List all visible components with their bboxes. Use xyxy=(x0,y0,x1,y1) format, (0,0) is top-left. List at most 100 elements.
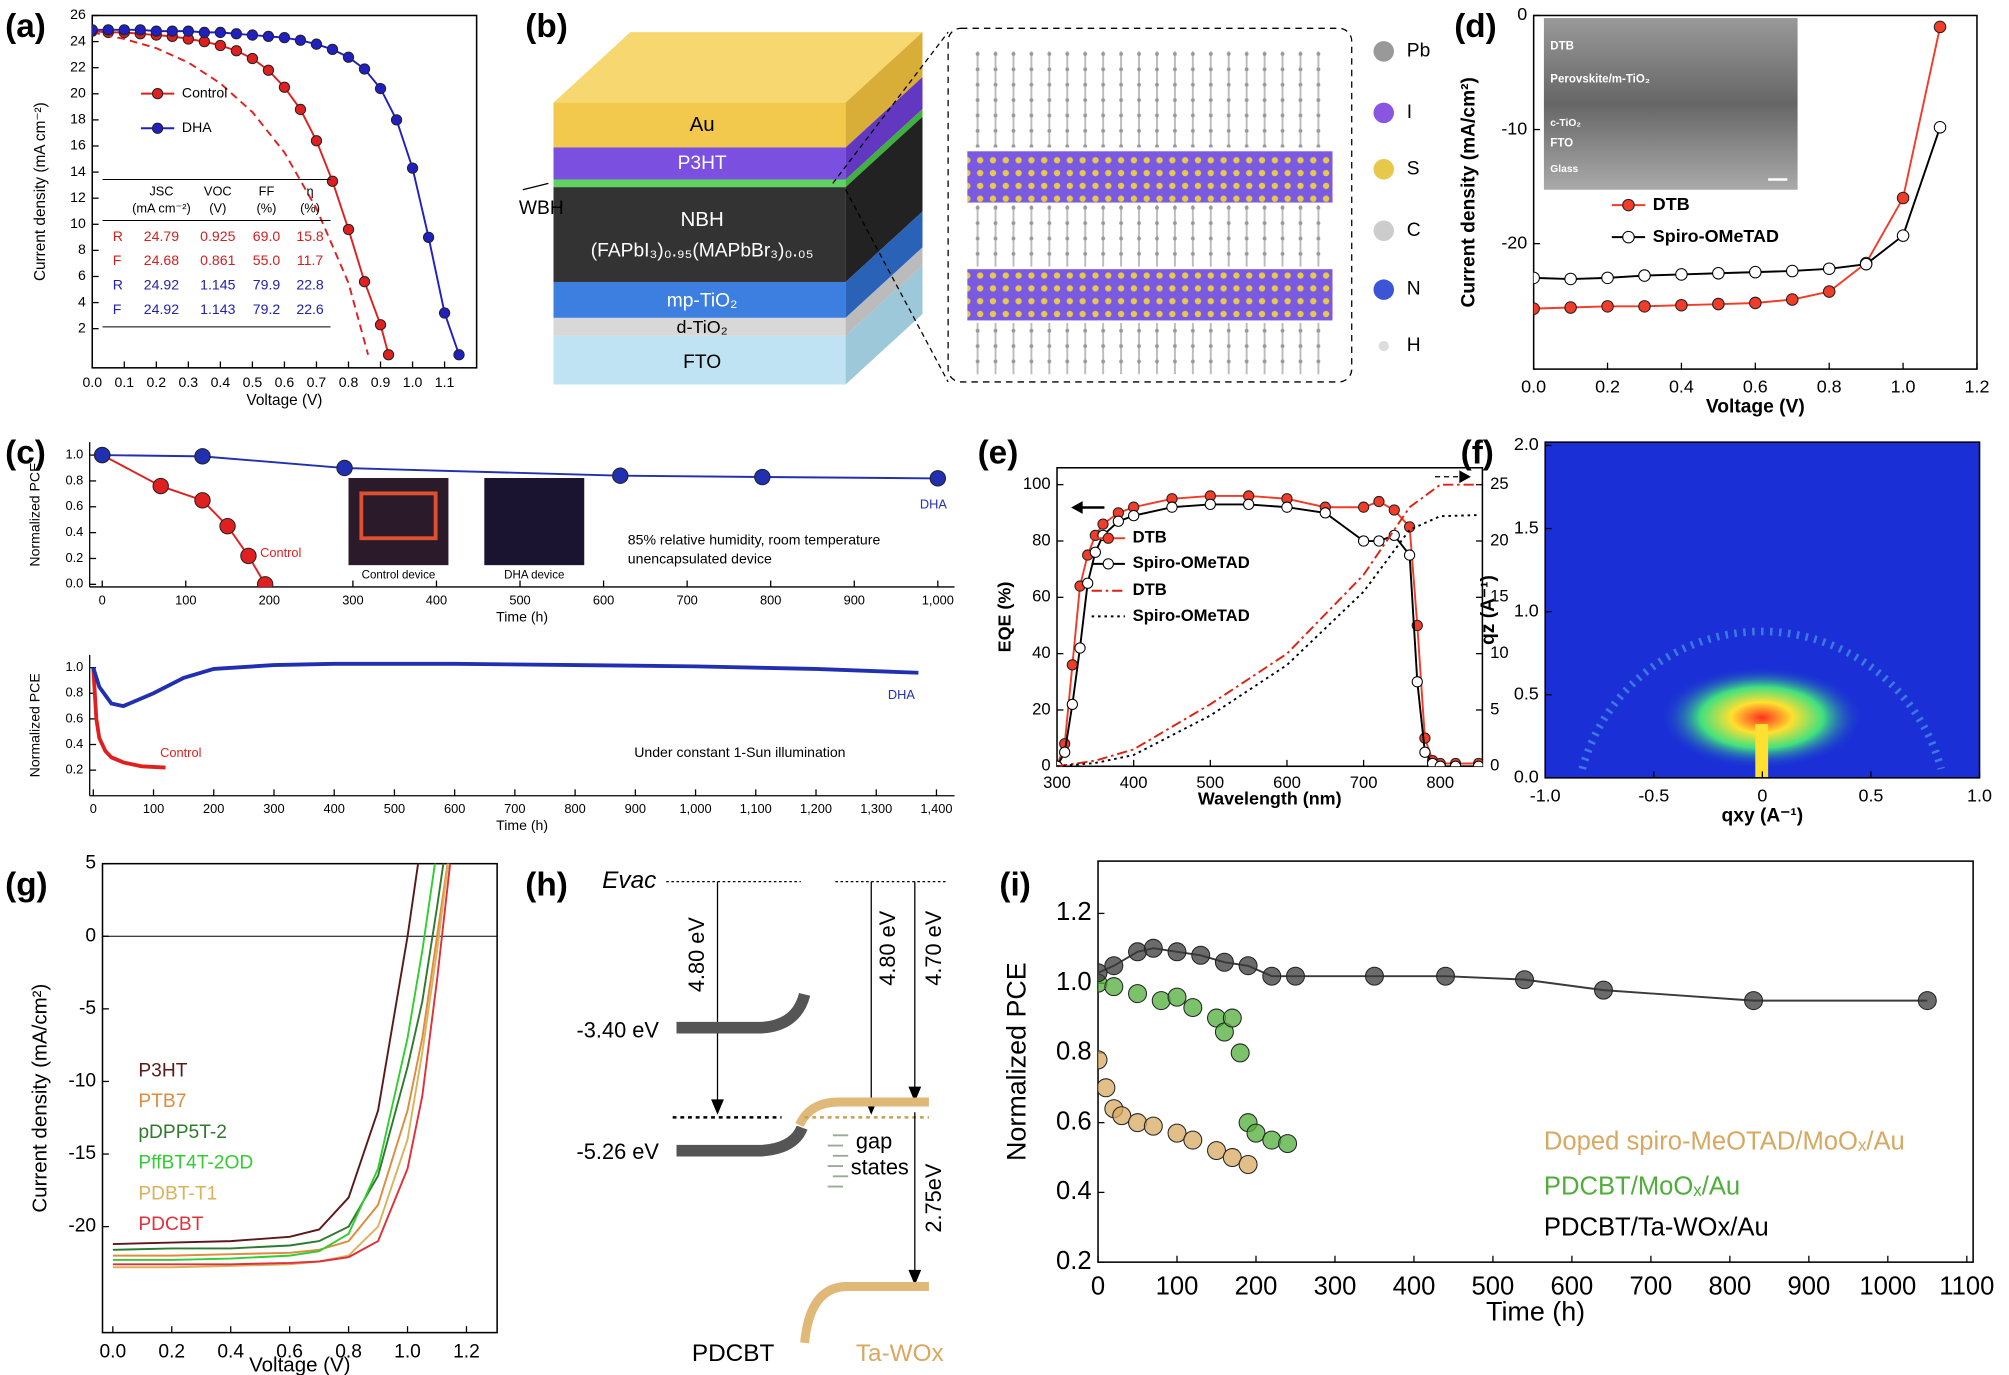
data-point xyxy=(1319,507,1331,519)
y-tick-label: 2 xyxy=(78,319,86,335)
chart: (g) 0.0 0.2 0.4 0.6 0.8 1.0 1.2 -20 -15 -10 -5 0 5 Vol… xyxy=(5,853,498,1375)
data-point xyxy=(1214,952,1234,972)
layer-label: P3HT xyxy=(678,153,727,174)
table-cell: 79.2 xyxy=(253,301,281,317)
x-axis-label: Time (h) xyxy=(496,608,548,624)
table-cell: 22.8 xyxy=(296,277,324,293)
atom-swatch xyxy=(1373,102,1394,124)
table-cell: F xyxy=(113,301,122,317)
x-axis-label: qxy (A⁻¹) xyxy=(1722,805,1804,826)
data-point xyxy=(1515,970,1535,990)
atom-swatch xyxy=(1373,220,1394,241)
y-tick-label: 20 xyxy=(70,85,86,101)
x-tick-label: 1000 xyxy=(1859,1273,1916,1301)
data-point xyxy=(246,52,259,65)
data-point xyxy=(1281,501,1293,513)
data-point xyxy=(342,51,355,63)
plot-area xyxy=(102,863,498,1269)
data-point xyxy=(438,307,451,319)
layer-side xyxy=(845,265,923,385)
y2-tick-label: 10 xyxy=(1490,643,1509,662)
x-tick-label: 200 xyxy=(259,592,280,607)
data-point xyxy=(453,349,465,361)
x-axis-label: Voltage (V) xyxy=(249,1353,350,1375)
data-point xyxy=(1230,1043,1250,1063)
table-header: (V) xyxy=(209,200,226,215)
data-point xyxy=(1191,945,1211,965)
x-tick-label: 1.2 xyxy=(453,1342,480,1363)
data-point xyxy=(1533,271,1540,285)
layer-p3ht xyxy=(553,147,846,180)
x-tick-label: 0 xyxy=(90,801,97,816)
panel-label: (g) xyxy=(5,867,48,904)
data-point xyxy=(1104,956,1124,976)
y-tick-label: 60 xyxy=(1032,587,1051,606)
data-point xyxy=(166,25,178,37)
data-point xyxy=(1222,1148,1242,1168)
x-tick-label: 0.5 xyxy=(1858,785,1883,805)
energy-label: -5.26 eV xyxy=(577,1139,660,1164)
data-point xyxy=(152,477,169,495)
x-tick-label: 500 xyxy=(1472,1273,1515,1301)
y-axis-label: Current density (mA/cm²) xyxy=(28,984,51,1213)
series-line xyxy=(112,863,452,1266)
legend-label: Spiro-OMeTAD xyxy=(1133,606,1250,625)
data-point xyxy=(612,467,629,484)
layer-side xyxy=(845,247,923,336)
data-point xyxy=(1222,1008,1242,1028)
arrow-head xyxy=(908,1269,922,1286)
gap-states xyxy=(827,1134,849,1188)
x-tick-label: 0.2 xyxy=(158,1342,185,1363)
y-axis-label: Normalized PCE xyxy=(27,463,43,567)
table-header: (%) xyxy=(300,200,320,215)
data-point xyxy=(374,82,387,95)
data-point xyxy=(219,517,236,535)
data-point xyxy=(1434,760,1446,767)
legend-swatch xyxy=(151,122,164,134)
legend-label: Control xyxy=(260,545,301,560)
series-line xyxy=(112,863,436,1261)
x-tick-label: 300 xyxy=(342,592,363,607)
series-line xyxy=(1057,514,1479,767)
arrow-head xyxy=(908,1086,922,1102)
table-cell: 24.79 xyxy=(144,228,179,244)
plot-area xyxy=(1533,20,1947,315)
legend-label: Doped spiro-MeOTAD/MoOₓ/Au xyxy=(1544,1128,1905,1156)
perovskite-layer xyxy=(967,269,1333,321)
x-tick-label: 1.2 xyxy=(1965,377,1990,397)
x-tick-label: 1,300 xyxy=(860,801,892,816)
layer-side xyxy=(845,211,923,318)
y-tick-label: 0 xyxy=(1517,4,1527,24)
data-point xyxy=(1262,1130,1282,1150)
gap-label: states xyxy=(851,1154,909,1179)
x-tick-label: 400 xyxy=(426,592,447,607)
y-axis-label: Current density (mA cm⁻²) xyxy=(32,102,49,281)
x-tick-label: 0 xyxy=(1091,1273,1105,1301)
data-point xyxy=(92,24,98,36)
plot-area xyxy=(94,446,947,587)
series-line xyxy=(102,454,938,480)
x-tick-label: 500 xyxy=(509,592,530,607)
data-point xyxy=(382,349,395,361)
plot-area xyxy=(1057,483,1483,767)
data-point xyxy=(1112,1106,1132,1126)
data-point xyxy=(1143,938,1163,958)
data-point xyxy=(1238,1155,1258,1174)
data-point xyxy=(1822,262,1836,276)
data-point xyxy=(358,63,371,75)
energy-diagram: (h) Evac 4.80 eV -3.40 eV -5.26 eV 4.80 … xyxy=(525,867,949,1367)
data-point xyxy=(214,26,227,39)
y-tick-label: 0.4 xyxy=(65,524,83,539)
x-tick-label: 0.2 xyxy=(147,374,167,390)
data-point xyxy=(1167,1123,1187,1143)
y-axis-label: Normalized PCE xyxy=(1002,962,1032,1161)
arrow-head xyxy=(1071,501,1083,514)
x-tick-label: 1,400 xyxy=(920,801,952,816)
data-point xyxy=(150,25,162,37)
annotation: Perovskite/m-TiO₂ xyxy=(1550,74,1650,86)
data-point xyxy=(1933,120,1947,134)
x-tick-label: 700 xyxy=(1630,1273,1673,1301)
data-point xyxy=(1089,546,1101,558)
annotation: Control device xyxy=(362,569,436,581)
annotation: DTB xyxy=(1550,40,1574,52)
